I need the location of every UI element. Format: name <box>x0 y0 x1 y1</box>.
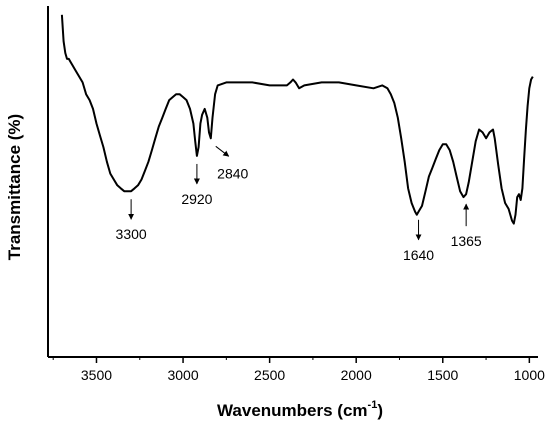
peak-annotations: 3300 2920 2840 1640 1365 <box>116 145 482 263</box>
peak-label: 3300 <box>116 226 147 242</box>
x-tick-label: 2500 <box>254 367 285 383</box>
x-axis-ticks: 3500 3000 2500 2000 1500 1000 <box>52 357 545 383</box>
spectrum-line <box>60 14 534 225</box>
x-tick-label: 1000 <box>514 367 545 383</box>
x-axis-title-sup: -1 <box>368 399 378 411</box>
peak-arrow <box>215 145 230 157</box>
peak-label: 2840 <box>217 165 248 181</box>
x-tick-label: 3000 <box>167 367 198 383</box>
x-axis-title-close: ) <box>377 401 383 420</box>
plot-frame <box>47 6 538 358</box>
spectrum-line-layer <box>60 14 534 225</box>
peak-label: 1365 <box>451 233 482 249</box>
x-tick-label: 2000 <box>341 367 372 383</box>
x-axis-title-main: Wavenumbers (cm <box>217 401 368 420</box>
x-axis-title: Wavenumbers (cm-1) <box>217 399 383 420</box>
y-axis-title: Transmittance (%) <box>5 114 24 260</box>
x-tick-label: 1500 <box>427 367 458 383</box>
x-tick-label: 3500 <box>81 367 112 383</box>
peak-label: 2920 <box>181 191 212 207</box>
peak-label: 1640 <box>403 247 434 263</box>
